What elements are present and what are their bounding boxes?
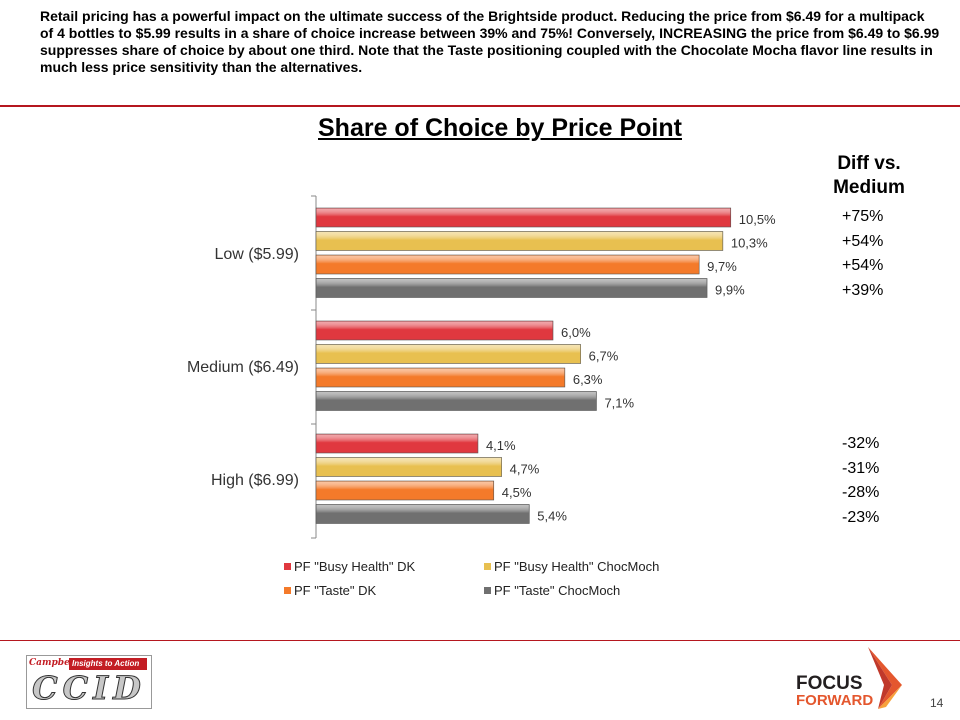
legend-swatch [284,563,291,570]
legend-item: PF "Busy Health" ChocMoch [484,559,659,574]
bar-highlight [316,279,707,297]
bar-value-label: 10,5% [739,212,776,227]
category-label: Medium ($6.49) [187,359,299,376]
bar-value-label: 4,7% [510,462,540,477]
legend-label: PF "Busy Health" DK [294,559,416,574]
forward-wordmark: FORWARD [796,692,874,709]
bar-highlight [316,505,529,523]
diff-high-value: -31% [842,459,880,477]
diff-high-value: -32% [842,435,880,452]
diff-high-column: -32% -31% -28% -23% [842,432,902,530]
category-label: Low ($5.99) [215,246,300,263]
bar-highlight [316,368,565,387]
bar-value-label: 10,3% [731,236,768,251]
bar-value-label: 7,1% [604,396,634,411]
legend-label: PF "Busy Health" ChocMoch [494,559,660,574]
bar-highlight [316,392,596,410]
legend-label: PF "Taste" DK [294,583,377,598]
bar-highlight [316,255,699,274]
campbells-wordmark: Campbell's [29,658,85,668]
bar-highlight [316,232,723,250]
legend-label: PF "Taste" ChocMoch [494,583,621,598]
bar-value-label: 4,1% [486,438,516,453]
focus-forward-arrow-icon [868,647,902,709]
bar-value-label: 6,0% [561,325,591,340]
diff-high-value: -28% [842,484,880,501]
diff-low-value: +39% [842,281,884,299]
diff-low-column: +75% +54% +54% +39% [842,205,902,303]
ccid-logo-banner: Campbell's Insights to Action [29,658,147,670]
bar-value-label: 9,9% [715,283,745,298]
ccid-wordmark: CCID [32,669,146,708]
focus-forward-logo: FOCUS FORWARD [796,645,916,713]
bar-highlight [316,321,553,340]
bar-highlight [316,458,502,476]
chart-title: Share of Choice by Price Point [318,114,682,142]
bar-highlight [316,208,731,227]
legend-item: PF "Taste" ChocMoch [484,583,620,598]
bar-value-label: 5,4% [537,509,567,524]
bar-highlight [316,345,581,363]
ccid-logo: Campbell's Insights to Action CCID [26,655,152,709]
diff-low-value: +54% [842,257,884,274]
legend-swatch [484,587,491,594]
legend-item: PF "Taste" DK [284,583,376,598]
legend-swatch [484,563,491,570]
bar-highlight [316,481,494,500]
bar-value-label: 4,5% [502,485,532,500]
bar-highlight [316,434,478,453]
bar-value-label: 9,7% [707,259,737,274]
category-label: High ($6.99) [211,472,299,489]
footer-divider [0,640,960,641]
diff-low-value: +75% [842,208,884,225]
ccid-tagline: Insights to Action [69,658,147,670]
legend-swatch [284,587,291,594]
intro-paragraph: Retail pricing has a powerful impact on … [40,8,940,75]
legend-item: PF "Busy Health" DK [284,559,415,574]
bar-value-label: 6,7% [589,349,619,364]
page-number: 14 [930,696,944,710]
header-divider [0,105,960,107]
focus-wordmark: FOCUS [796,673,863,694]
diff-low-value: +54% [842,232,884,250]
bar-value-label: 6,3% [573,372,603,387]
diff-high-value: -23% [842,508,880,526]
diff-column-header: Diff vs. Medium [833,153,905,198]
